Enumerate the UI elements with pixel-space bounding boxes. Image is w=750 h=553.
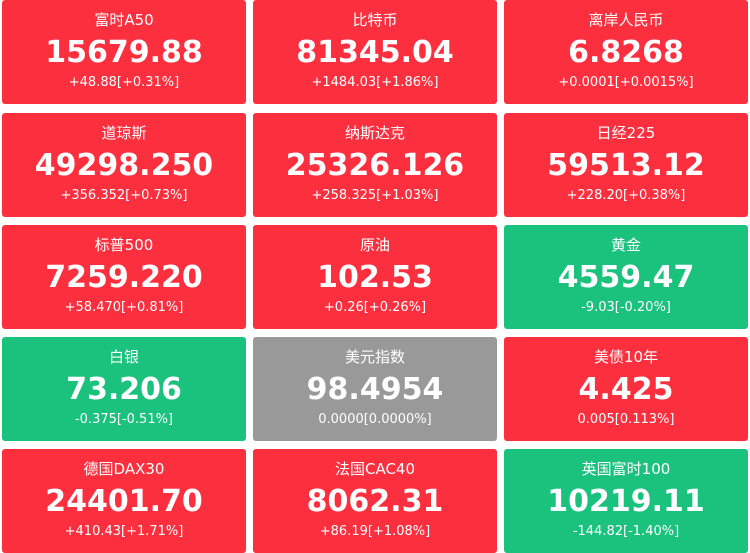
market-tile[interactable]: 富时A50 15679.88 +48.88[+0.31%] (2, 0, 246, 104)
market-change: +410.43[+1.71%] (64, 524, 184, 539)
market-name: 白银 (108, 348, 139, 366)
market-tile[interactable]: 英国富时100 10219.11 -144.82[-1.40%] (504, 449, 748, 553)
market-tile[interactable]: 纳斯达克 25326.126 +258.325[+1.03%] (253, 113, 497, 217)
market-price: 25326.126 (285, 148, 465, 183)
market-change: +1484.03[+1.86%] (311, 75, 439, 90)
market-name: 德国DAX30 (83, 460, 165, 478)
market-change: +228.20[+0.38%] (566, 188, 686, 203)
market-change: +0.0001[+0.0015%] (558, 75, 694, 90)
market-price: 24401.70 (45, 484, 203, 519)
market-price: 73.206 (66, 372, 182, 407)
market-change: +58.470[+0.81%] (64, 300, 184, 315)
market-price: 15679.88 (45, 35, 203, 70)
market-name: 离岸人民币 (588, 11, 664, 29)
market-tile[interactable]: 黄金 4559.47 -9.03[-0.20%] (504, 225, 748, 329)
market-tile[interactable]: 离岸人民币 6.8268 +0.0001[+0.0015%] (504, 0, 748, 104)
market-name: 纳斯达克 (344, 124, 405, 142)
market-name: 比特币 (352, 11, 398, 29)
market-change: +356.352[+0.73%] (60, 188, 188, 203)
market-price: 4559.47 (557, 260, 695, 295)
market-name: 法国CAC40 (334, 460, 416, 478)
market-change: -0.375[-0.51%] (74, 412, 174, 427)
market-name: 美元指数 (344, 348, 405, 366)
market-price: 98.4954 (306, 372, 444, 407)
market-name: 原油 (359, 236, 390, 254)
market-price: 59513.12 (547, 148, 705, 183)
market-tile[interactable]: 日经225 59513.12 +228.20[+0.38%] (504, 113, 748, 217)
market-tile[interactable]: 比特币 81345.04 +1484.03[+1.86%] (253, 0, 497, 104)
market-change: 0.0000[0.0000%] (318, 412, 432, 427)
market-price: 6.8268 (568, 35, 684, 70)
market-price: 8062.31 (306, 484, 444, 519)
market-price: 7259.220 (45, 260, 203, 295)
market-tile[interactable]: 白银 73.206 -0.375[-0.51%] (2, 337, 246, 441)
market-price: 49298.250 (34, 148, 214, 183)
market-change: +86.19[+1.08%] (319, 524, 431, 539)
market-name: 日经225 (596, 124, 656, 142)
market-tile[interactable]: 德国DAX30 24401.70 +410.43[+1.71%] (2, 449, 246, 553)
market-tile[interactable]: 法国CAC40 8062.31 +86.19[+1.08%] (253, 449, 497, 553)
market-change: -9.03[-0.20%] (581, 300, 671, 315)
market-change: +0.26[+0.26%] (323, 300, 427, 315)
market-tile[interactable]: 标普500 7259.220 +58.470[+0.81%] (2, 225, 246, 329)
market-price: 10219.11 (547, 484, 705, 519)
market-tile[interactable]: 道琼斯 49298.250 +356.352[+0.73%] (2, 113, 246, 217)
market-change: +258.325[+1.03%] (311, 188, 439, 203)
market-name: 美债10年 (593, 348, 659, 366)
market-tile[interactable]: 原油 102.53 +0.26[+0.26%] (253, 225, 497, 329)
market-name: 黄金 (610, 236, 641, 254)
market-price: 4.425 (578, 372, 674, 407)
market-name: 英国富时100 (581, 460, 671, 478)
market-name: 道琼斯 (101, 124, 147, 142)
market-change: +48.88[+0.31%] (68, 75, 180, 90)
market-name: 富时A50 (94, 11, 154, 29)
market-price: 102.53 (317, 260, 433, 295)
market-price: 81345.04 (296, 35, 454, 70)
market-change: -144.82[-1.40%] (572, 524, 680, 539)
market-change: 0.005[0.113%] (577, 412, 675, 427)
market-tile[interactable]: 美债10年 4.425 0.005[0.113%] (504, 337, 748, 441)
market-name: 标普500 (94, 236, 154, 254)
market-tile[interactable]: 美元指数 98.4954 0.0000[0.0000%] (253, 337, 497, 441)
